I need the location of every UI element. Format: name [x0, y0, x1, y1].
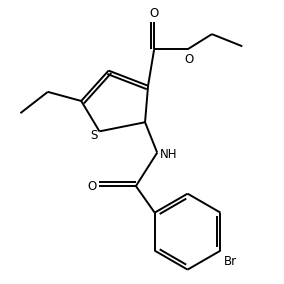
Text: S: S [90, 129, 98, 141]
Text: NH: NH [160, 148, 178, 161]
Text: Br: Br [224, 255, 237, 268]
Text: O: O [87, 179, 96, 193]
Text: O: O [185, 53, 194, 66]
Text: O: O [150, 7, 159, 20]
